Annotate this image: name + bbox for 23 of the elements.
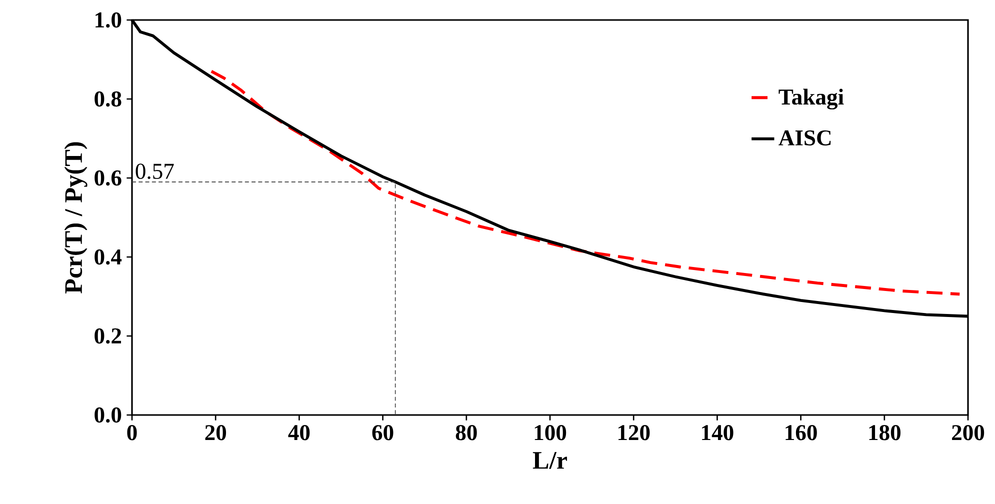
x-axis-title: L/r (532, 452, 567, 469)
x-tick-label: 180 (869, 425, 900, 440)
legend-label: Takagi (778, 88, 844, 110)
x-tick-label: 100 (534, 425, 566, 440)
y-tick-label: 1.0 (96, 12, 122, 28)
x-tick-label: 200 (952, 425, 984, 440)
x-tick-label: 0 (127, 425, 137, 440)
x-tick-label: 80 (456, 425, 477, 440)
legend-label: AISC (778, 130, 831, 146)
y-tick-label: 0.8 (94, 91, 122, 107)
x-tick-label: 160 (786, 425, 817, 440)
line-series (210, 70, 962, 296)
x-tick-label: 40 (288, 425, 310, 440)
annotation: 0.57 (136, 164, 174, 180)
x-tick-label: 20 (205, 425, 226, 440)
y-tick-label: 0.4 (94, 249, 122, 265)
y-tick-label: 0.0 (94, 407, 122, 423)
y-axis-title: Pcr(T) / Py(T) (64, 142, 88, 294)
x-tick-label: 60 (372, 425, 394, 440)
y-tick-label: 0.6 (94, 170, 122, 186)
x-tick-label: 140 (702, 425, 734, 440)
y-tick-label: 0.2 (94, 328, 122, 344)
x-tick-label: 120 (618, 425, 650, 440)
